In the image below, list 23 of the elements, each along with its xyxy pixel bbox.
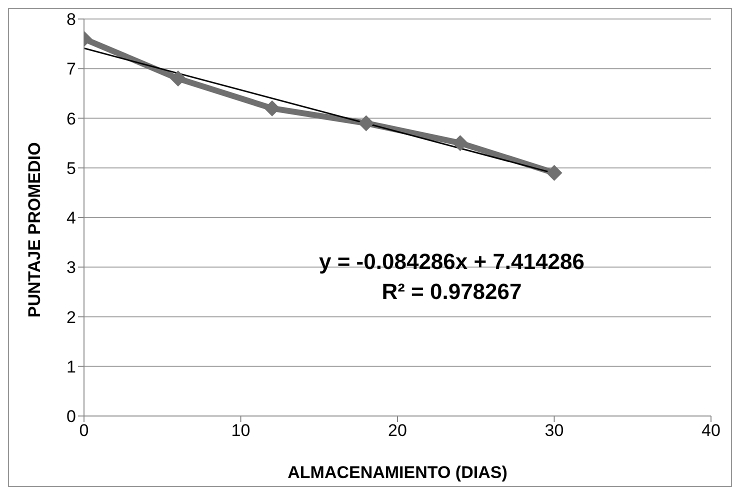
- point: [264, 100, 280, 116]
- y-tick-label: 8: [66, 10, 76, 30]
- x-tick-label: 40: [702, 421, 720, 440]
- y-tick-label: 2: [66, 308, 76, 327]
- point: [358, 115, 374, 132]
- y-tick-label: 0: [66, 407, 76, 426]
- y-axis-title: PUNTAJE PROMEDIO: [25, 142, 44, 318]
- x-tick-label: 20: [388, 421, 407, 440]
- y-tick-label: 4: [66, 208, 76, 228]
- point: [452, 135, 468, 152]
- x-axis-title: ALMACENAMIENTO (DIAS): [288, 463, 508, 482]
- y-tick-label: 1: [66, 357, 76, 376]
- y-tick-label: 7: [66, 60, 76, 79]
- x-tick-label: 30: [544, 421, 564, 440]
- annotation: R² = 0.978267: [382, 279, 522, 304]
- point: [170, 70, 186, 87]
- annotation: y = -0.084286x + 7.414286: [319, 249, 584, 274]
- x-tick-label: 0: [79, 421, 89, 440]
- point: [546, 164, 562, 181]
- y-tick-label: 5: [66, 158, 76, 178]
- y-tick-label: 6: [66, 109, 76, 128]
- y-tick-label: 3: [66, 258, 76, 278]
- x-tick-label: 10: [231, 421, 250, 440]
